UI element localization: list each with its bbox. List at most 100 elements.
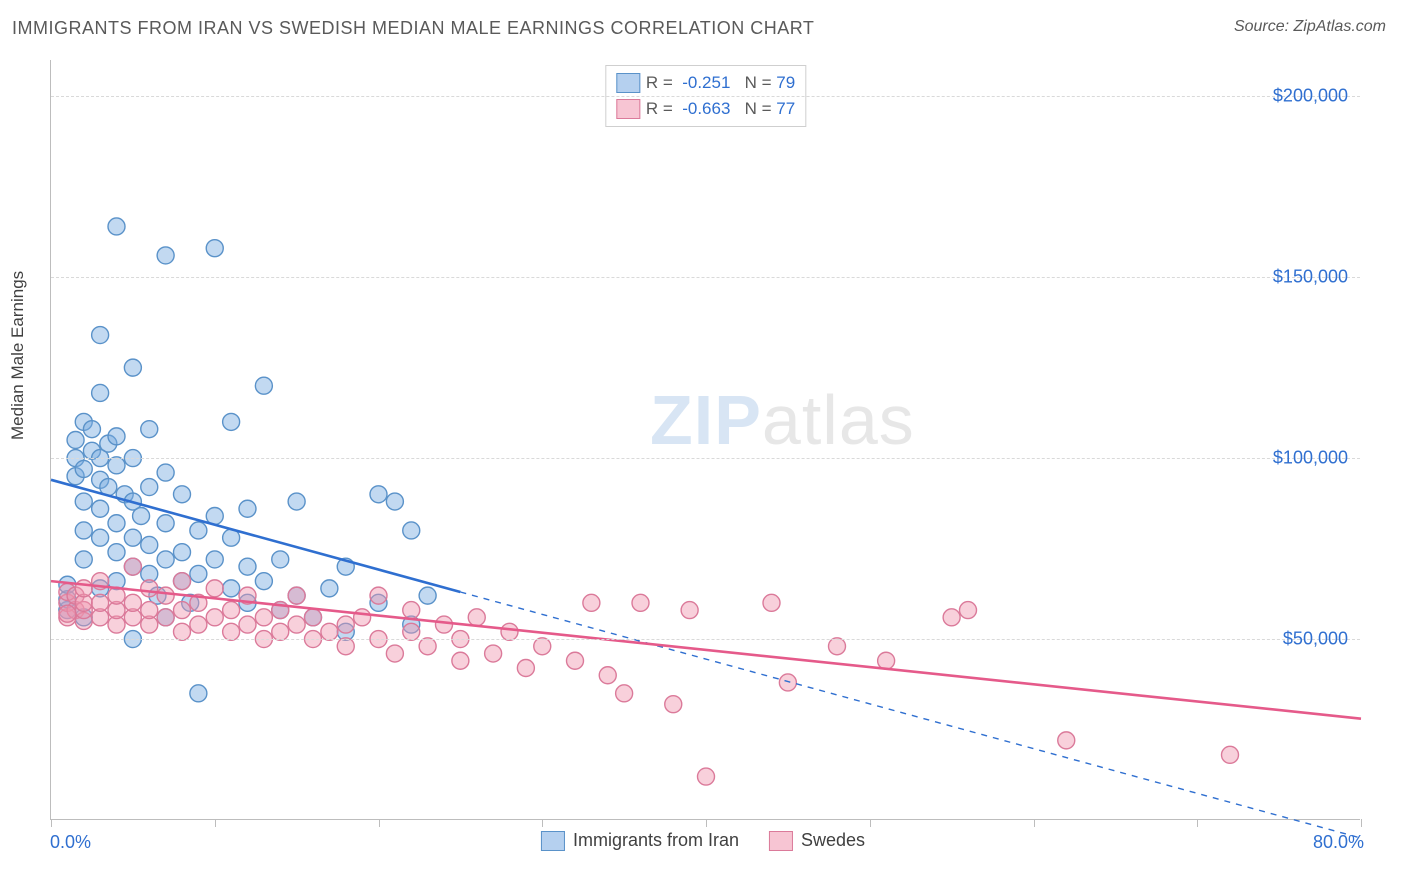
scatter-point-swedes: [337, 616, 354, 633]
scatter-point-iran: [141, 421, 158, 438]
scatter-point-iran: [83, 421, 100, 438]
chart-title: IMMIGRANTS FROM IRAN VS SWEDISH MEDIAN M…: [12, 18, 814, 39]
scatter-point-swedes: [223, 602, 240, 619]
scatter-point-swedes: [485, 645, 502, 662]
scatter-point-iran: [124, 529, 141, 546]
scatter-point-iran: [75, 460, 92, 477]
scatter-point-iran: [239, 500, 256, 517]
scatter-point-iran: [141, 479, 158, 496]
plot-area: R = -0.251 N = 79 R = -0.663 N = 77 $50,…: [50, 60, 1360, 820]
scatter-point-swedes: [436, 616, 453, 633]
scatter-point-iran: [239, 558, 256, 575]
gridline: [51, 458, 1360, 459]
scatter-point-iran: [92, 500, 109, 517]
scatter-point-iran: [133, 508, 150, 525]
scatter-point-swedes: [370, 587, 387, 604]
scatter-point-swedes: [239, 616, 256, 633]
scatter-point-iran: [75, 493, 92, 510]
scatter-point-swedes: [599, 667, 616, 684]
regression-line-swedes: [51, 581, 1361, 719]
scatter-point-iran: [75, 551, 92, 568]
scatter-point-swedes: [288, 616, 305, 633]
scatter-point-iran: [190, 522, 207, 539]
scatter-point-iran: [92, 529, 109, 546]
scatter-point-iran: [174, 544, 191, 561]
scatter-point-swedes: [501, 623, 518, 640]
scatter-point-iran: [157, 247, 174, 264]
scatter-point-iran: [108, 457, 125, 474]
scatter-point-iran: [92, 384, 109, 401]
scatter-point-iran: [67, 432, 84, 449]
scatter-point-swedes: [206, 609, 223, 626]
legend-item-iran: Immigrants from Iran: [541, 830, 739, 851]
scatter-point-swedes: [157, 609, 174, 626]
scatter-point-swedes: [386, 645, 403, 662]
scatter-point-swedes: [829, 638, 846, 655]
regression-extrapolation-iran: [460, 592, 1361, 838]
scatter-point-swedes: [141, 602, 158, 619]
scatter-point-iran: [157, 551, 174, 568]
legend-r-swedes: R = -0.663 N = 77: [646, 99, 795, 119]
scatter-point-iran: [386, 493, 403, 510]
scatter-point-swedes: [452, 652, 469, 669]
scatter-point-swedes: [321, 623, 338, 640]
series-legend: Immigrants from Iran Swedes: [541, 830, 865, 851]
scatter-point-swedes: [92, 594, 109, 611]
scatter-point-swedes: [403, 602, 420, 619]
scatter-point-swedes: [419, 638, 436, 655]
swatch-iran-icon: [616, 73, 640, 93]
gridline: [51, 277, 1360, 278]
x-tick-mark: [870, 819, 871, 827]
scatter-point-swedes: [665, 696, 682, 713]
y-tick-label: $150,000: [1273, 267, 1348, 288]
scatter-point-swedes: [1222, 746, 1239, 763]
gridline: [51, 96, 1360, 97]
scatter-point-iran: [223, 580, 240, 597]
scatter-point-iran: [92, 327, 109, 344]
scatter-point-swedes: [75, 580, 92, 597]
y-tick-label: $50,000: [1283, 629, 1348, 650]
scatter-point-swedes: [288, 587, 305, 604]
legend-row-iran: R = -0.251 N = 79: [616, 70, 795, 96]
scatter-point-iran: [108, 428, 125, 445]
scatter-point-swedes: [534, 638, 551, 655]
scatter-point-swedes: [517, 660, 534, 677]
scatter-point-swedes: [698, 768, 715, 785]
scatter-point-swedes: [468, 609, 485, 626]
gridline: [51, 639, 1360, 640]
legend-label-iran: Immigrants from Iran: [573, 830, 739, 851]
scatter-point-iran: [272, 551, 289, 568]
scatter-point-iran: [255, 377, 272, 394]
scatter-point-swedes: [960, 602, 977, 619]
scatter-point-swedes: [223, 623, 240, 640]
scatter-point-iran: [206, 240, 223, 257]
scatter-point-swedes: [337, 638, 354, 655]
scatter-point-swedes: [272, 623, 289, 640]
y-tick-label: $100,000: [1273, 448, 1348, 469]
legend-label-swedes: Swedes: [801, 830, 865, 851]
legend-item-swedes: Swedes: [769, 830, 865, 851]
x-tick-mark: [215, 819, 216, 827]
scatter-point-swedes: [174, 623, 191, 640]
scatter-point-swedes: [616, 685, 633, 702]
scatter-point-iran: [206, 551, 223, 568]
x-tick-mark: [1034, 819, 1035, 827]
scatter-point-swedes: [354, 609, 371, 626]
scatter-point-swedes: [190, 616, 207, 633]
swatch-iran-icon: [541, 831, 565, 851]
scatter-point-swedes: [763, 594, 780, 611]
scatter-point-iran: [403, 522, 420, 539]
scatter-point-swedes: [878, 652, 895, 669]
x-tick-mark: [542, 819, 543, 827]
scatter-point-swedes: [305, 609, 322, 626]
scatter-point-swedes: [174, 602, 191, 619]
scatter-point-iran: [141, 536, 158, 553]
x-axis-max-label: 80.0%: [1313, 832, 1364, 853]
scatter-point-swedes: [632, 594, 649, 611]
swatch-swedes-icon: [616, 99, 640, 119]
scatter-point-iran: [174, 486, 191, 503]
scatter-point-iran: [124, 359, 141, 376]
scatter-point-iran: [108, 544, 125, 561]
scatter-point-iran: [108, 515, 125, 532]
scatter-point-swedes: [124, 558, 141, 575]
